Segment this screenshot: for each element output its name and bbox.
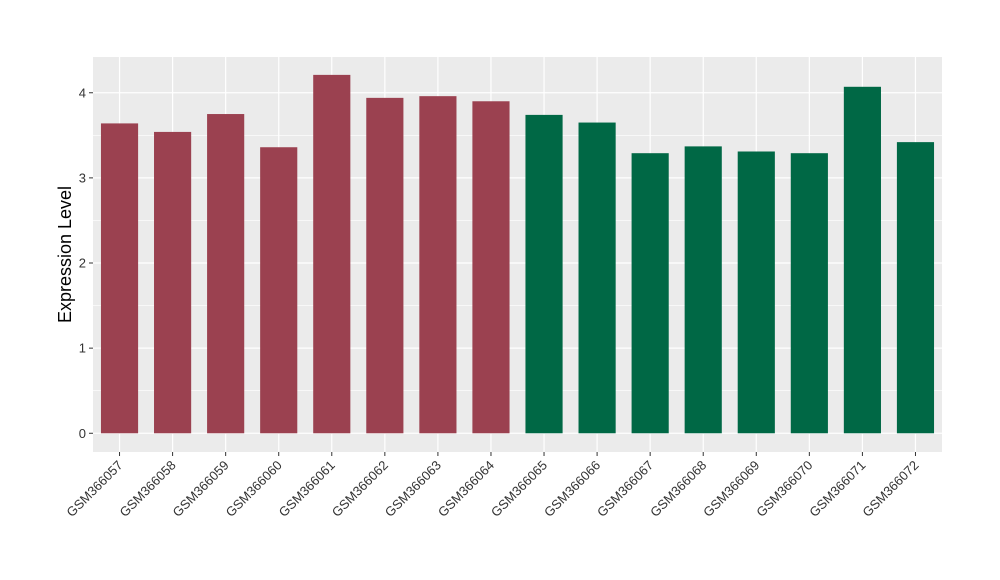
bar	[154, 131, 192, 434]
x-tick-label: GSM366058	[116, 458, 178, 520]
bar	[366, 97, 404, 434]
bar	[684, 146, 722, 434]
bar	[419, 96, 457, 434]
bar	[737, 151, 775, 434]
x-tick-label: GSM366062	[329, 458, 391, 520]
x-tick-label: GSM366067	[594, 458, 656, 520]
x-tick-label: GSM366059	[170, 458, 232, 520]
bar	[472, 101, 510, 434]
x-tick-label: GSM366071	[806, 458, 868, 520]
x-tick-label: GSM366057	[63, 458, 125, 520]
bar	[578, 122, 616, 434]
y-tick-label: 2	[79, 256, 86, 271]
bar	[843, 86, 881, 434]
x-tick-label: GSM366066	[541, 458, 603, 520]
bar	[100, 123, 139, 434]
bar	[525, 114, 563, 434]
x-tick-label: GSM366063	[382, 458, 444, 520]
y-tick-label: 4	[79, 85, 86, 100]
x-tick-label: GSM366065	[488, 458, 550, 520]
x-tick-label: GSM366072	[859, 458, 921, 520]
bar	[260, 147, 298, 434]
x-tick-label: GSM366060	[223, 458, 285, 520]
x-tick-label: GSM366068	[647, 458, 709, 520]
y-axis: 0 1 2 3 4	[79, 85, 93, 441]
y-tick-label: 0	[79, 426, 86, 441]
x-tick-label: GSM366069	[700, 458, 762, 520]
y-axis-title: Expression Level	[55, 186, 75, 323]
bar	[313, 74, 351, 434]
y-tick-label: 3	[79, 170, 86, 185]
x-axis: GSM366057GSM366058GSM366059GSM366060GSM3…	[63, 452, 922, 520]
x-tick-label: GSM366070	[753, 458, 815, 520]
bar	[631, 153, 669, 434]
bar	[207, 114, 245, 434]
x-tick-label: GSM366064	[435, 458, 497, 520]
x-tick-label: GSM366061	[276, 458, 338, 520]
bar	[790, 153, 828, 434]
bars	[100, 74, 935, 434]
bar	[896, 142, 935, 434]
y-tick-label: 1	[79, 341, 86, 356]
